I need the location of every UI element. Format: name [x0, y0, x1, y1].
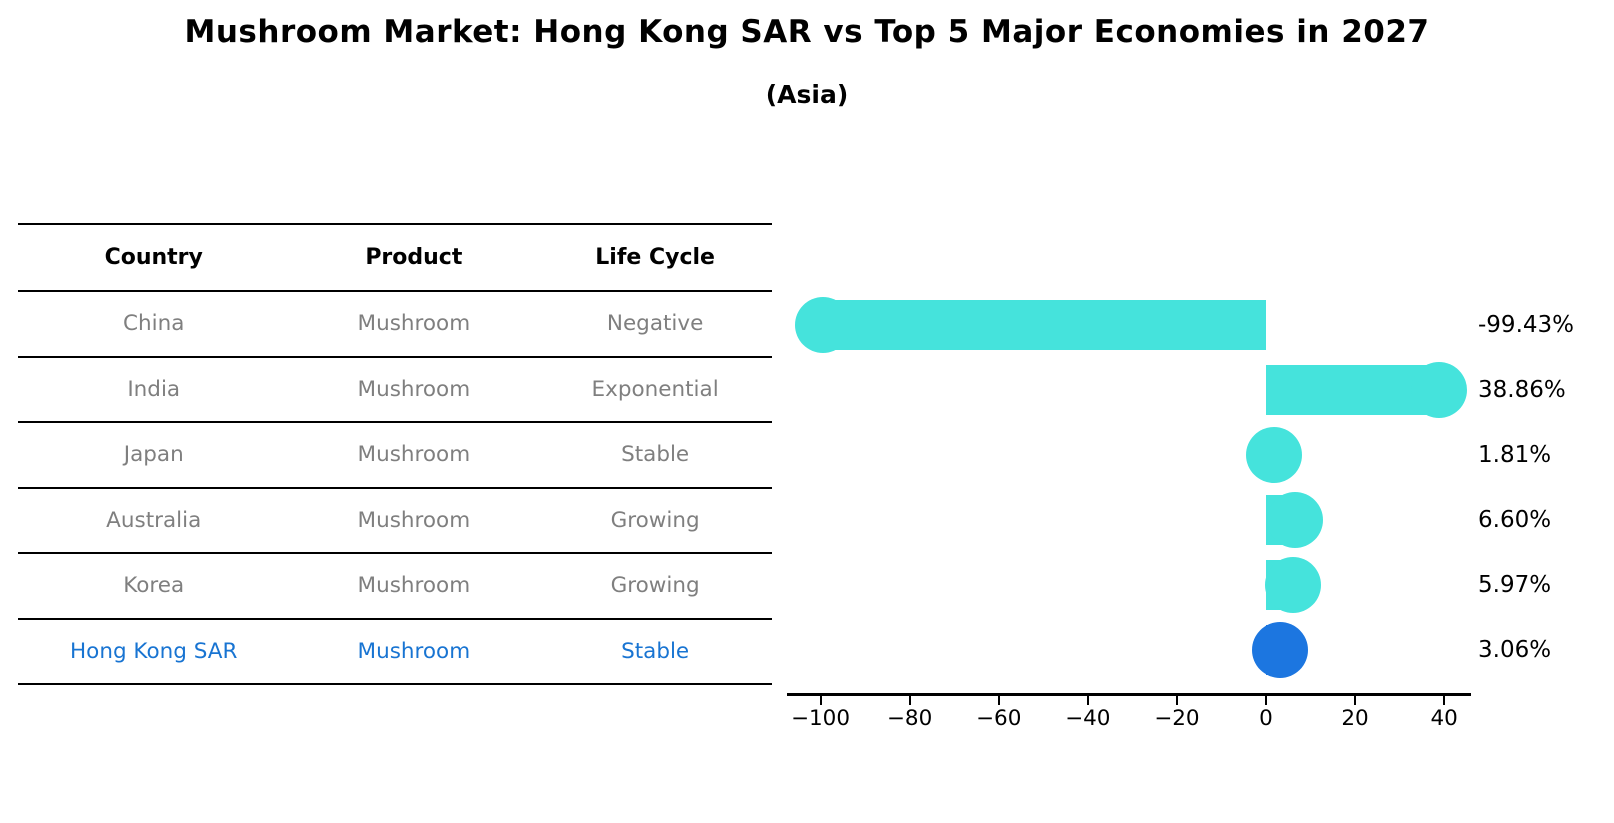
- bar-cap-korea: [1264, 557, 1321, 613]
- value-label-india: 38.86%: [1478, 377, 1566, 403]
- x-tick-label-40: 40: [1430, 706, 1458, 731]
- life-cycle-cell: Growing: [610, 507, 700, 533]
- column-header-country: Country: [104, 245, 203, 270]
- table-row-india: India Mushroom Exponential: [18, 358, 772, 423]
- x-tick-label--40: −40: [1065, 706, 1111, 731]
- x-tick-mark-0: [1264, 696, 1267, 705]
- country-cell: Hong Kong SAR: [70, 638, 238, 664]
- chart-subtitle: (Asia): [765, 80, 849, 109]
- bar-cap-hong-kong-sar: [1251, 622, 1308, 678]
- table-row-japan: Japan Mushroom Stable: [18, 423, 772, 489]
- table-row-china: China Mushroom Negative: [18, 292, 772, 358]
- life-cycle-cell: Exponential: [591, 376, 719, 402]
- table-header-row: Country Product Life Cycle: [18, 225, 772, 292]
- x-tick-mark--80: [908, 696, 911, 705]
- x-tick-mark--40: [1086, 696, 1089, 705]
- value-label-japan: 1.81%: [1478, 442, 1552, 468]
- x-tick-mark--60: [997, 696, 1000, 705]
- x-tick-mark--100: [819, 696, 822, 705]
- table-row-hong-kong-sar: Hong Kong SAR Mushroom Stable: [18, 620, 772, 685]
- table-row-korea: Korea Mushroom Growing: [18, 554, 772, 620]
- column-header-life-cycle: Life Cycle: [595, 245, 715, 270]
- product-cell: Mushroom: [357, 507, 471, 533]
- bar-cap-australia: [1267, 492, 1324, 548]
- country-cell: Australia: [106, 507, 202, 533]
- column-header-product: Product: [365, 245, 463, 270]
- life-cycle-cell: Stable: [621, 638, 690, 664]
- country-cell: India: [127, 376, 181, 402]
- x-tick-label--20: −20: [1154, 706, 1200, 731]
- x-tick-mark-40: [1443, 696, 1446, 705]
- x-tick-label--60: −60: [976, 706, 1022, 731]
- country-cell: Japan: [123, 442, 184, 468]
- life-cycle-cell: Stable: [621, 442, 690, 468]
- x-axis-line: [787, 693, 1471, 696]
- bar-cap-india: [1411, 362, 1468, 418]
- table-row-australia: Australia Mushroom Growing: [18, 489, 772, 554]
- product-cell: Mushroom: [357, 442, 471, 468]
- bar-india: [1265, 365, 1440, 415]
- life-cycle-cell: Negative: [606, 311, 704, 337]
- x-tick-label--80: −80: [886, 706, 933, 731]
- product-cell: Mushroom: [357, 573, 471, 599]
- country-table: Country Product Life Cycle China Mushroom Neg…: [18, 223, 772, 685]
- x-tick-label-0: 0: [1259, 706, 1273, 731]
- country-cell: China: [123, 311, 185, 337]
- value-label-korea: 5.97%: [1478, 572, 1552, 598]
- value-label-hong-kong-sar: 3.06%: [1478, 637, 1552, 663]
- bar-china: [823, 300, 1266, 350]
- life-cycle-cell: Growing: [610, 573, 700, 599]
- value-label-australia: 6.60%: [1478, 507, 1552, 533]
- x-tick-label--100: −100: [790, 706, 851, 731]
- product-cell: Mushroom: [357, 311, 471, 337]
- product-cell: Mushroom: [357, 376, 471, 402]
- x-tick-mark--20: [1175, 696, 1178, 705]
- value-label-china: -99.43%: [1478, 312, 1574, 338]
- x-tick-label-20: 20: [1341, 706, 1369, 731]
- bar-cap-japan: [1246, 427, 1303, 483]
- bar-cap-china: [795, 297, 852, 353]
- product-cell: Mushroom: [357, 638, 471, 664]
- x-tick-mark-20: [1354, 696, 1357, 705]
- chart-title: Mushroom Market: Hong Kong SAR vs Top 5 …: [184, 14, 1430, 50]
- country-cell: Korea: [123, 573, 185, 599]
